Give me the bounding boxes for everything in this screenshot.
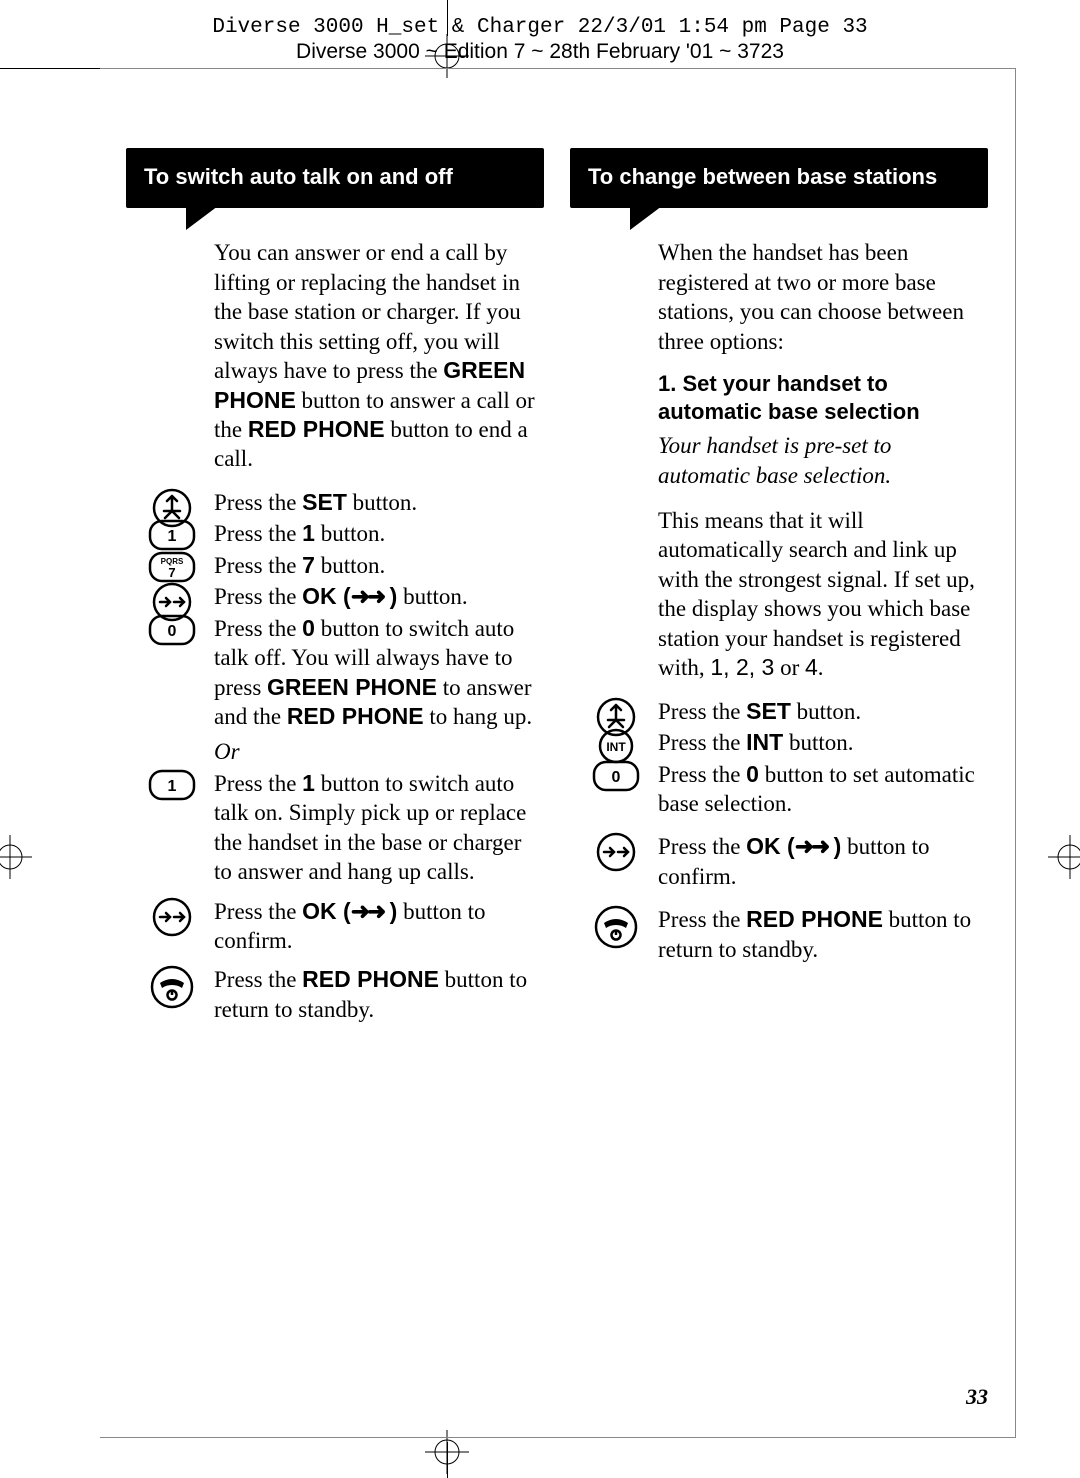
svg-text:1: 1	[168, 778, 177, 795]
key-1-icon: 1	[144, 769, 200, 801]
print-header-1: Diverse 3000 H_set & Charger 22/3/01 1:5…	[0, 16, 1080, 39]
svg-text:0: 0	[612, 769, 621, 786]
column-left: To switch auto talk on and off You can a…	[126, 148, 544, 1026]
svg-text:0: 0	[168, 623, 177, 640]
registration-mark-icon	[0, 835, 32, 879]
key-0-icon: 0	[588, 760, 644, 792]
svg-text:7: 7	[168, 565, 175, 580]
column-right: To change between base stations When the…	[570, 148, 988, 1026]
page-content: To switch auto talk on and off You can a…	[126, 148, 988, 1026]
red-phone-icon	[588, 905, 644, 949]
step-text: Press the RED PHONE button to return to …	[658, 905, 988, 964]
page-number: 33	[966, 1384, 988, 1410]
step-text: Press the INT button.	[658, 728, 988, 757]
svg-text:1: 1	[168, 528, 177, 545]
step-text: Press the SET button.	[658, 697, 988, 726]
step-text: Press the 7 button.	[214, 551, 544, 580]
step-text: Press the 1 button to switch auto talk o…	[214, 769, 544, 887]
ok-button-icon	[588, 832, 644, 872]
step-text: Press the RED PHONE button to return to …	[214, 965, 544, 1024]
callout-base-stations: To change between base stations	[570, 148, 988, 208]
ok-button-icon	[144, 897, 200, 937]
key-1-icon: 1	[144, 519, 200, 551]
callout-auto-talk: To switch auto talk on and off	[126, 148, 544, 208]
explain-text: This means that it will automatically se…	[658, 506, 988, 683]
step-text: Press the OK (➜➜ ) button.	[214, 582, 544, 611]
step-text: Press the SET button.	[214, 488, 544, 517]
step-text: Press the 0 button to switch auto talk o…	[214, 614, 544, 732]
or-text: Or	[214, 737, 544, 766]
svg-text:INT: INT	[606, 740, 626, 754]
step-text: Press the 0 button to set automatic base…	[658, 760, 988, 819]
step-text: Press the 1 button.	[214, 519, 544, 548]
key-7-icon: PQRS7	[144, 551, 200, 583]
registration-mark-icon	[1048, 835, 1080, 879]
intro-text: When the handset has been registered at …	[658, 238, 988, 356]
intro-text: You can answer or end a call by lifting …	[214, 238, 544, 474]
step-text: Press the OK (➜➜ ) button to confirm.	[658, 832, 988, 891]
preset-note: Your handset is pre-set to automatic bas…	[658, 431, 988, 490]
crop-mark-left	[0, 68, 100, 69]
step-text: Press the OK (➜➜ ) button to confirm.	[214, 897, 544, 956]
print-header-2: Diverse 3000 ~ Edition 7 ~ 28th February…	[0, 40, 1080, 64]
subheading: 1. Set your handset to automatic base se…	[658, 370, 988, 425]
red-phone-icon	[144, 965, 200, 1009]
key-0-icon: 0	[144, 614, 200, 646]
